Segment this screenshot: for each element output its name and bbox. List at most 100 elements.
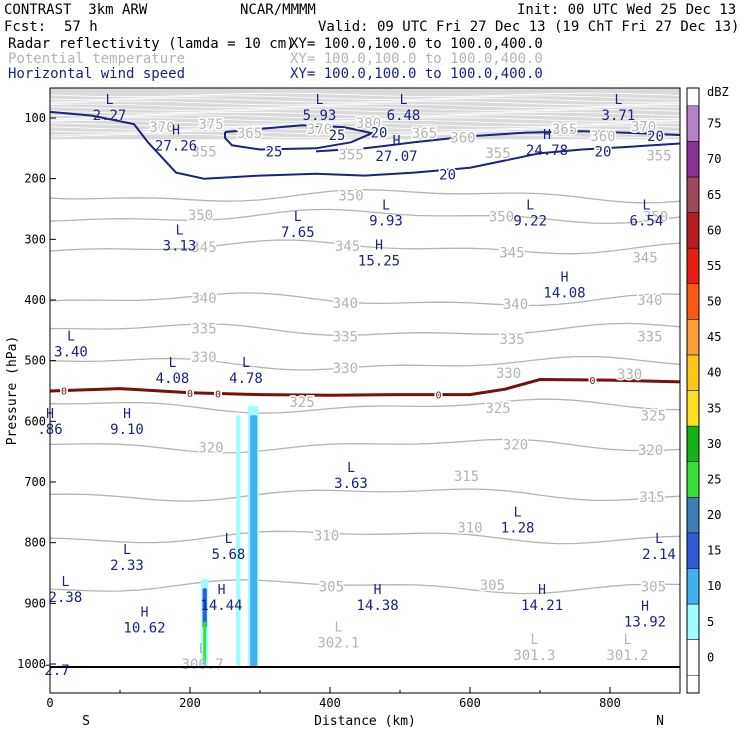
theta-contour bbox=[50, 398, 680, 414]
y-tick-label: 200 bbox=[24, 172, 46, 186]
theta-label: 325 bbox=[641, 408, 666, 424]
zero-label-bg bbox=[214, 388, 222, 399]
extremum-marker: H bbox=[374, 583, 382, 598]
colorbar-swatch bbox=[686, 390, 700, 427]
zero-label-bg bbox=[434, 389, 443, 400]
extremum-marker: L bbox=[614, 93, 622, 108]
theta-band-line bbox=[50, 100, 680, 106]
wind-contour-20 bbox=[50, 110, 680, 180]
theta-label: 305 bbox=[319, 579, 344, 595]
colorbar-swatch bbox=[686, 639, 700, 676]
extremum-value: 3.63 bbox=[334, 476, 368, 492]
extremum-marker: L bbox=[400, 93, 408, 108]
colorbar-label: 35 bbox=[707, 401, 721, 415]
extremum-value: 6.54 bbox=[630, 213, 664, 229]
wind-label: 20 bbox=[439, 167, 456, 183]
extremum-marker: L bbox=[67, 330, 75, 345]
y-tick-label: 900 bbox=[24, 596, 46, 610]
colorbar-swatch bbox=[686, 603, 700, 640]
zero-label-bg bbox=[588, 374, 597, 385]
theta-band-line bbox=[50, 103, 680, 109]
zero-contour-line bbox=[50, 377, 680, 397]
init-time: Init: 00 UTC Wed 25 Dec 13 bbox=[517, 2, 737, 18]
extremum-value: 13.92 bbox=[624, 615, 666, 631]
theta-label: 310 bbox=[314, 528, 339, 544]
colorbar-swatch bbox=[686, 212, 700, 249]
theta-label: 370 bbox=[307, 122, 332, 138]
extremum-marker: L bbox=[199, 642, 207, 657]
x-axis-label: Distance (km) bbox=[314, 714, 416, 729]
extremum-marker: L bbox=[106, 93, 114, 108]
extremum-value: 9.10 bbox=[110, 422, 144, 438]
theta-label: 340 bbox=[503, 297, 528, 313]
extremum-value: 27.07 bbox=[375, 149, 417, 165]
theta-label: 330 bbox=[191, 350, 216, 366]
zero-contour-label: 0 bbox=[187, 389, 193, 400]
colorbar-label: 45 bbox=[707, 330, 721, 344]
extremum-marker: H bbox=[123, 407, 131, 422]
extremum-value: 27.26 bbox=[155, 138, 197, 154]
wind-label: 20 bbox=[371, 126, 388, 142]
center-title: NCAR/MMMM bbox=[240, 2, 316, 18]
theta-band-line bbox=[50, 95, 680, 100]
wind-label: 25 bbox=[329, 128, 346, 144]
theta-label: 340 bbox=[333, 296, 358, 312]
theta-label: 340 bbox=[191, 291, 216, 307]
colorbar-label: 25 bbox=[707, 472, 721, 486]
extremum-value: 14.21 bbox=[521, 598, 563, 614]
theta-contour bbox=[50, 208, 680, 225]
theta-band-line bbox=[50, 98, 680, 103]
plot-frame bbox=[49, 87, 681, 694]
colorbar-label: 5 bbox=[707, 615, 714, 629]
extremum-value: 5.68 bbox=[212, 547, 246, 563]
theta-band-line bbox=[50, 109, 680, 114]
extremum-marker: L bbox=[176, 223, 184, 238]
theta-label: 330 bbox=[496, 366, 521, 382]
theta-label: 335 bbox=[191, 322, 216, 338]
theta-label: 350 bbox=[188, 208, 213, 224]
theta-label: 345 bbox=[191, 240, 216, 256]
extremum-value: 14.38 bbox=[357, 598, 399, 614]
zero-contour-label: 0 bbox=[435, 391, 441, 402]
colorbar-swatch bbox=[686, 105, 700, 142]
extremum-marker: H bbox=[393, 134, 401, 149]
theta-band-line bbox=[50, 106, 680, 111]
extremum-marker: L bbox=[225, 532, 233, 547]
reflectivity-cell bbox=[202, 588, 207, 628]
reflectivity-cell bbox=[236, 415, 241, 668]
extremum-marker: L bbox=[642, 198, 650, 213]
theta-label: 320 bbox=[198, 440, 223, 456]
y-tick-label: 700 bbox=[24, 475, 46, 489]
theta-label: 330 bbox=[617, 367, 642, 383]
extremum-value: 14.44 bbox=[200, 598, 242, 614]
theta-contour bbox=[50, 189, 680, 204]
y-tick-label: 500 bbox=[24, 354, 46, 368]
extremum-marker: H bbox=[641, 600, 649, 615]
field-reflectivity-xy: XY= 100.0,100.0 to 100.0,400.0 bbox=[290, 36, 543, 52]
theta-contour bbox=[50, 322, 680, 336]
extremum-marker: H bbox=[543, 128, 551, 143]
wind-contour-25 bbox=[224, 124, 376, 151]
wind-label: 20 bbox=[595, 144, 612, 160]
wind-contour-20b bbox=[315, 130, 680, 153]
theta-band-line bbox=[50, 125, 680, 130]
fcst-label: Fcst: bbox=[4, 19, 47, 35]
extremum-marker: L bbox=[514, 505, 522, 520]
theta-label: 340 bbox=[637, 293, 662, 309]
field-wind-xy: XY= 100.0,100.0 to 100.0,400.0 bbox=[290, 66, 543, 82]
theta-label: 345 bbox=[499, 246, 524, 262]
theta-label: 350 bbox=[338, 189, 363, 205]
extremum-marker: H bbox=[172, 123, 180, 138]
extremum-value: 24.78 bbox=[526, 143, 568, 159]
theta-label: 350 bbox=[489, 209, 514, 225]
theta-contour bbox=[50, 292, 680, 307]
extremum-marker: H bbox=[141, 606, 149, 621]
zero-label-bg bbox=[186, 387, 194, 398]
colorbar-label: 20 bbox=[707, 508, 721, 522]
theta-label: 305 bbox=[480, 578, 505, 594]
wind-label: 20 bbox=[647, 129, 664, 145]
theta-label: 325 bbox=[289, 395, 314, 411]
y-tick-label: 300 bbox=[24, 232, 46, 246]
colorbar-label: 10 bbox=[707, 579, 721, 593]
